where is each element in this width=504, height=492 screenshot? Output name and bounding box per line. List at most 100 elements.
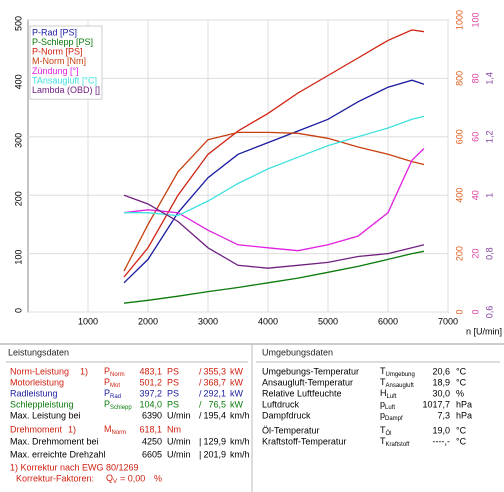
row-value: 6390 xyxy=(142,410,162,420)
row-value: 19,0 xyxy=(432,425,450,435)
y-tick-label: 500 xyxy=(13,16,23,31)
symbol-sub: Dampf xyxy=(385,416,403,422)
row-label: Luftdruck xyxy=(262,399,300,409)
row-value: 201,9 xyxy=(203,449,226,459)
symbol-main: P xyxy=(104,366,110,376)
row-value: 7,3 xyxy=(437,410,450,420)
row-unit: Nm xyxy=(167,424,181,434)
row-label: Max. Leistung bei xyxy=(10,410,81,420)
symbol-sub: Mot xyxy=(110,383,120,389)
row-unit: U/min xyxy=(167,436,191,446)
symbol: TKraftstoff xyxy=(380,436,410,447)
row-unit: °C xyxy=(456,377,467,387)
symbol-main: P xyxy=(104,388,110,398)
series-line xyxy=(123,131,425,272)
row-value: 501,2 xyxy=(139,377,162,387)
symbol-main: T xyxy=(380,425,386,435)
row-sep: / xyxy=(199,366,202,376)
symbol-main: P xyxy=(104,399,110,409)
row-label: Umgebungs-Temperatur xyxy=(262,366,359,376)
y4-tick-label: 1,4 xyxy=(484,72,494,85)
row-label: Schleppleistung xyxy=(10,399,74,409)
row-sep: / xyxy=(199,410,202,420)
series-line xyxy=(123,148,425,252)
symbol: MNorm xyxy=(104,424,126,435)
row-unit: U/min xyxy=(167,410,191,420)
symbol-sub: Kraftstoff xyxy=(386,442,410,448)
symbol: TUmgebung xyxy=(380,366,415,377)
footnote: 1) Korrektur nach EWG 80/1269 xyxy=(10,462,139,472)
symbol: PMot xyxy=(104,377,120,388)
symbol-sub: Schlepp xyxy=(110,405,132,411)
row-unit: km/h xyxy=(230,449,250,459)
row-value: 397,2 xyxy=(139,388,162,398)
symbol-main: M xyxy=(104,424,112,434)
row-sep: | xyxy=(199,449,201,459)
symbol-sub: Norm xyxy=(112,430,127,436)
row-unit: hPa xyxy=(456,399,472,409)
row-sep: / xyxy=(199,399,202,409)
row-unit: °C xyxy=(456,425,467,435)
symbol: PRad xyxy=(104,388,121,399)
symbol-sub: Rad xyxy=(110,394,121,400)
row-unit: kW xyxy=(230,388,244,398)
y3-tick-label: 0 xyxy=(470,309,480,314)
symbol-sub: V xyxy=(113,479,117,485)
x-tick-label: 4000 xyxy=(258,316,278,326)
series-line xyxy=(123,250,425,304)
table-title: Umgebungsdaten xyxy=(262,347,333,357)
row-label: Max. Drehmoment bei xyxy=(10,436,99,446)
table-title: Leistungsdaten xyxy=(8,347,69,357)
series-line xyxy=(124,115,425,217)
symbol-sub: Öl xyxy=(386,430,392,437)
row-value: 618,1 xyxy=(139,424,162,434)
row-label: Max. erreichte Drehzahl xyxy=(10,449,106,459)
symbol: PSchlepp xyxy=(104,399,132,410)
row-label: Relative Luftfeuchte xyxy=(262,388,342,398)
row-value: 1017,7 xyxy=(422,399,450,409)
symbol-main: Q xyxy=(106,473,113,483)
row-label: Kraftstoff-Temperatur xyxy=(262,436,346,446)
x-tick-label: 3000 xyxy=(198,316,218,326)
row-value: 483,1 xyxy=(139,366,162,376)
row-label: Ansaugluft-Temperatur xyxy=(262,377,353,387)
symbol-sub: Norm xyxy=(110,372,125,378)
x-tick-label: 6000 xyxy=(378,316,398,326)
x-tick-label: 1000 xyxy=(78,316,98,326)
row-label: Drehmoment xyxy=(10,424,63,434)
factor-label: Korrektur-Faktoren: xyxy=(16,473,94,483)
row-value: 30,0 xyxy=(432,388,450,398)
row-note: 1) xyxy=(80,366,88,376)
row-value: 195,4 xyxy=(203,410,226,420)
row-note: 1) xyxy=(68,424,76,434)
factor-unit: % xyxy=(154,473,162,483)
y-tick-label: 200 xyxy=(13,191,23,206)
symbol: pDampf xyxy=(380,410,403,421)
row-unit: km/h xyxy=(230,436,250,446)
legend-entry: P-Norm [PS] xyxy=(32,47,83,57)
y3-tick-label: 80 xyxy=(470,73,480,83)
y-tick-label: 0 xyxy=(13,308,23,313)
legend-entry: Lambda (OBD) [] xyxy=(32,85,100,95)
symbol-main: p xyxy=(380,399,385,409)
x-tick-label: 7000 xyxy=(438,316,458,326)
row-label: Motorleistung xyxy=(10,377,64,387)
legend-box xyxy=(29,25,103,100)
y2-tick-label: 800 xyxy=(454,71,464,86)
row-unit: kW xyxy=(230,377,244,387)
legend-entry: M-Norm [Nm] xyxy=(32,56,86,66)
row-value: 6605 xyxy=(142,449,162,459)
row-value: ----,- xyxy=(433,436,451,446)
y-tick-label: 100 xyxy=(13,250,23,265)
y4-tick-label: 1,2 xyxy=(484,131,494,144)
series-line xyxy=(123,194,425,269)
row-unit: kW xyxy=(230,366,244,376)
row-unit: °C xyxy=(456,366,467,376)
y4-tick-label: 1 xyxy=(484,193,494,198)
x-tick-label: 2000 xyxy=(138,316,158,326)
row-value: 355,3 xyxy=(203,366,226,376)
symbol-main: T xyxy=(380,377,386,387)
row-unit: PS xyxy=(167,366,179,376)
row-label: Öl-Temperatur xyxy=(262,425,320,435)
